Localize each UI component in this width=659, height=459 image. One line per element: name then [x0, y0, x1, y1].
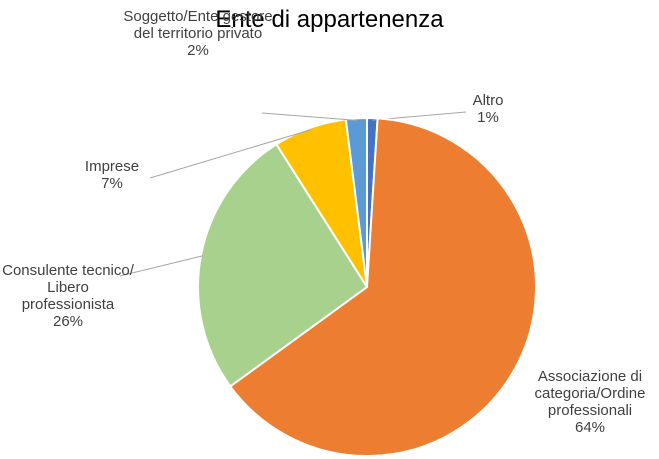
slice-label: Altro 1%	[458, 92, 518, 126]
category-label: Consulente tecnico/ Libero professionist…	[2, 262, 134, 313]
category-label: Altro	[472, 92, 504, 109]
leader-line	[119, 255, 204, 277]
slice-label: Associazione di categoria/Ordine profess…	[520, 368, 659, 436]
slice-label: Consulente tecnico/ Libero professionist…	[0, 262, 136, 330]
value-label: 26%	[52, 313, 84, 330]
pie-slice	[228, 117, 537, 457]
value-label: 1%	[477, 109, 499, 126]
value-label: 64%	[574, 419, 606, 436]
leader-line	[261, 112, 357, 121]
category-label: Associazione di categoria/Ordine profess…	[534, 368, 646, 419]
value-label: 7%	[101, 175, 123, 192]
pie-slice	[197, 142, 369, 388]
slice-label: Imprese 7%	[70, 158, 154, 192]
value-label: 2%	[187, 42, 209, 59]
slice-label: Soggetto/Ente gestore del territorio pri…	[120, 8, 276, 59]
leader-line	[149, 129, 311, 179]
chart-title: Ente di appartenenza	[215, 6, 444, 33]
category-label: Soggetto/Ente gestore del territorio pri…	[123, 8, 273, 42]
category-label: Imprese	[84, 158, 140, 175]
